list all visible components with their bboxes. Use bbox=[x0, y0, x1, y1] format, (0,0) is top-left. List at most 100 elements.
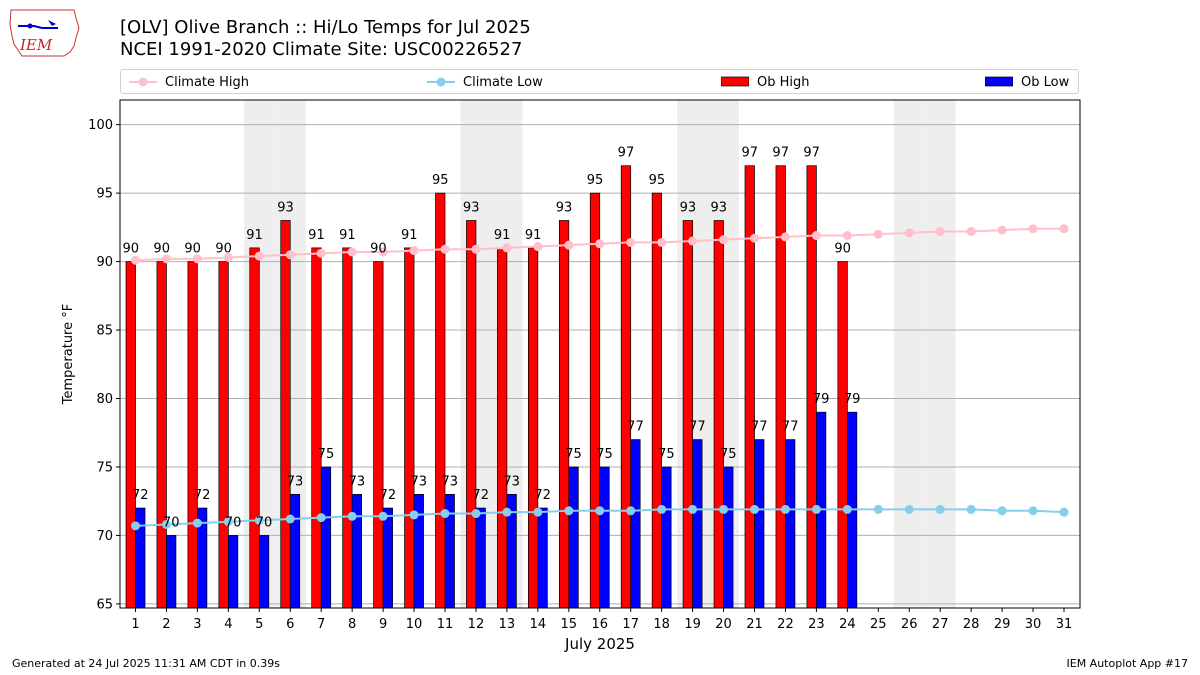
climate-high-point bbox=[254, 251, 264, 261]
ob-high-bar bbox=[837, 261, 848, 609]
climate-low-point bbox=[1059, 507, 1069, 517]
y-tick-label: 100 bbox=[88, 118, 113, 133]
ob-high-label: 91 bbox=[525, 228, 542, 243]
ob-low-label: 79 bbox=[844, 392, 861, 407]
ob-high-label: 90 bbox=[370, 242, 387, 257]
ob-high-label: 95 bbox=[587, 173, 604, 188]
x-tick-label: 3 bbox=[193, 617, 201, 632]
climate-high-point bbox=[904, 228, 914, 238]
legend-label: Climate Low bbox=[463, 74, 543, 90]
climate-low-point bbox=[533, 507, 543, 517]
climate-high-point bbox=[626, 237, 636, 247]
ob-high-bar bbox=[187, 261, 198, 609]
ob-low-label: 72 bbox=[132, 488, 149, 503]
climate-high-point bbox=[1059, 224, 1069, 234]
x-tick-label: 7 bbox=[317, 617, 325, 632]
climate-high-point bbox=[997, 225, 1007, 235]
x-tick-label: 20 bbox=[715, 617, 732, 632]
x-tick-label: 28 bbox=[963, 617, 980, 632]
ob-high-bar bbox=[744, 165, 755, 609]
ob-high-label: 90 bbox=[184, 242, 201, 257]
x-tick-label: 1 bbox=[131, 617, 139, 632]
climate-high-point bbox=[750, 233, 759, 243]
ob-low-label: 75 bbox=[720, 447, 737, 462]
x-tick-label: 13 bbox=[499, 617, 516, 632]
ob-low-label: 79 bbox=[813, 392, 830, 407]
legend-label: Climate High bbox=[165, 74, 250, 90]
weekend-shade bbox=[924, 100, 956, 608]
title-line-2: NCEI 1991-2020 Climate Site: USC00226527 bbox=[120, 39, 523, 60]
ob-high-bar bbox=[156, 261, 167, 609]
ob-high-bar bbox=[713, 220, 724, 609]
ob-high-bar bbox=[589, 192, 601, 609]
ob-high-bar bbox=[558, 220, 570, 609]
ob-low-bar bbox=[568, 466, 579, 609]
ob-low-label: 75 bbox=[318, 447, 335, 462]
climate-low-point bbox=[811, 504, 821, 514]
x-tick-label: 9 bbox=[379, 617, 387, 632]
climate-high-point bbox=[533, 242, 543, 252]
x-tick-label: 25 bbox=[870, 617, 887, 632]
x-tick-label: 15 bbox=[561, 617, 578, 632]
climate-low-point bbox=[688, 504, 698, 514]
ob-low-bar bbox=[351, 494, 362, 609]
iem-logo: IEM bbox=[9, 9, 80, 57]
ob-high-bar bbox=[620, 165, 632, 609]
x-tick-label: 18 bbox=[653, 617, 670, 632]
ob-low-label: 77 bbox=[627, 420, 644, 435]
climate-low-point bbox=[161, 519, 171, 529]
climate-low-point bbox=[780, 504, 790, 514]
ob-low-label: 75 bbox=[658, 447, 675, 462]
ob-high-label: 93 bbox=[680, 200, 697, 215]
x-tick-label: 29 bbox=[994, 617, 1011, 632]
climate-low-point bbox=[997, 506, 1007, 516]
ob-low-label: 77 bbox=[689, 420, 706, 435]
y-tick-label: 65 bbox=[96, 597, 113, 612]
climate-low-point bbox=[192, 518, 202, 528]
ob-low-label: 75 bbox=[596, 447, 613, 462]
ob-low-bar bbox=[599, 466, 610, 609]
y-tick-label: 95 bbox=[96, 187, 113, 202]
x-tick-label: 12 bbox=[468, 617, 485, 632]
ob-high-bar bbox=[775, 165, 786, 609]
ob-low-label: 70 bbox=[163, 515, 180, 530]
ob-high-label: 91 bbox=[401, 228, 418, 243]
ob-high-bar bbox=[497, 247, 508, 609]
ob-low-bar bbox=[754, 439, 765, 609]
ob-low-bar bbox=[692, 439, 703, 609]
ob-low-bar bbox=[475, 507, 486, 609]
ob-high-label: 91 bbox=[339, 228, 356, 243]
ob-high-bar bbox=[342, 247, 353, 609]
climate-high-point bbox=[657, 237, 667, 247]
x-tick-label: 21 bbox=[746, 617, 763, 632]
x-tick-label: 16 bbox=[591, 617, 608, 632]
ob-high-label: 95 bbox=[432, 173, 449, 188]
ob-low-bar bbox=[537, 507, 548, 609]
y-tick-label: 80 bbox=[96, 392, 113, 407]
ob-high-bar bbox=[249, 247, 260, 609]
climate-low-point bbox=[904, 504, 914, 514]
ob-high-bar bbox=[435, 192, 446, 609]
legend-ob-high: Ob High bbox=[721, 73, 810, 91]
climate-low-point bbox=[935, 504, 945, 514]
ob-high-label: 93 bbox=[711, 200, 728, 215]
x-tick-label: 4 bbox=[224, 617, 232, 632]
ob-high-bar bbox=[651, 192, 663, 609]
ob-low-bar bbox=[258, 535, 270, 609]
climate-low-point bbox=[595, 506, 605, 516]
ob-high-label: 91 bbox=[494, 228, 511, 243]
x-tick-label: 31 bbox=[1056, 617, 1073, 632]
climate-low-point bbox=[966, 504, 976, 514]
ob-low-label: 77 bbox=[782, 420, 799, 435]
ob-high-bar bbox=[373, 261, 384, 609]
ob-high-label: 97 bbox=[803, 146, 820, 161]
ob-high-label: 97 bbox=[618, 146, 635, 161]
climate-low-point bbox=[347, 511, 357, 521]
climate-low-point bbox=[223, 517, 233, 527]
ob-high-label: 91 bbox=[308, 228, 325, 243]
climate-high-point bbox=[192, 254, 202, 264]
ob-low-label: 73 bbox=[441, 474, 458, 489]
ob-high-label: 93 bbox=[463, 200, 480, 215]
ob-low-bar bbox=[320, 466, 332, 609]
